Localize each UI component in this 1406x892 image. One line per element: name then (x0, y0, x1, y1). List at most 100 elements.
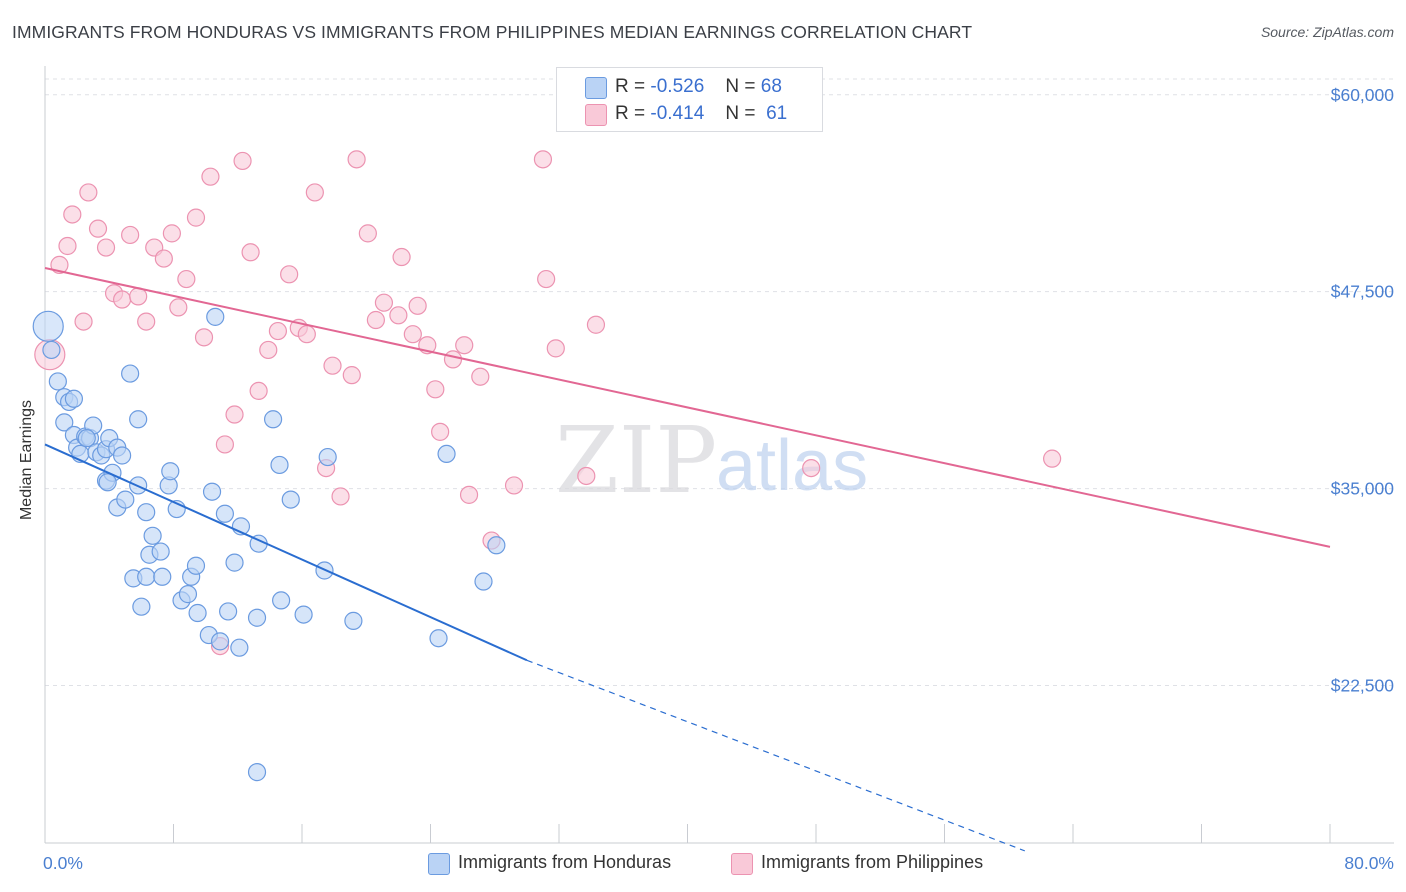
point-honduras (219, 602, 238, 621)
point-honduras (281, 490, 300, 509)
point-honduras (55, 413, 74, 432)
legend-n-philippines: 61 (766, 103, 788, 124)
point-philippines (392, 247, 411, 267)
y-axis-label: Median Earnings (18, 400, 35, 520)
point-honduras (121, 364, 140, 383)
point-honduras (42, 340, 61, 360)
point-honduras (32, 310, 64, 342)
point-philippines (121, 225, 140, 245)
point-honduras (143, 526, 162, 545)
point-philippines (225, 405, 244, 424)
y-tick-label: $60,000 (1331, 85, 1395, 105)
point-honduras (178, 585, 198, 604)
point-philippines (537, 269, 556, 289)
point-philippines (186, 208, 206, 227)
axes (44, 66, 1394, 844)
legend-n-label: N = (725, 76, 756, 97)
point-honduras (202, 482, 222, 501)
bottom-legend-label-philippines: Immigrants from Philippines (761, 852, 984, 872)
point-philippines (63, 205, 82, 224)
point-honduras (151, 542, 170, 561)
point-philippines (96, 238, 116, 257)
point-philippines (408, 296, 427, 315)
point-philippines (389, 306, 408, 325)
gridlines (45, 78, 1394, 686)
point-honduras (294, 605, 313, 624)
point-philippines (471, 367, 490, 386)
point-honduras (206, 307, 225, 326)
point-philippines (459, 485, 479, 504)
legend-r-label: R = (615, 76, 646, 97)
point-philippines (533, 150, 553, 169)
point-philippines (280, 265, 299, 284)
point-honduras (132, 597, 151, 616)
point-honduras (247, 763, 267, 782)
point-honduras (225, 553, 244, 572)
point-honduras (344, 611, 363, 630)
point-philippines (74, 312, 93, 331)
point-philippines (201, 167, 220, 186)
point-philippines (342, 366, 361, 385)
point-honduras (487, 536, 506, 555)
bottom-swatch-philippines (731, 853, 753, 875)
point-honduras (64, 389, 84, 408)
chart-title: IMMIGRANTS FROM HONDURAS VS IMMIGRANTS F… (12, 22, 973, 42)
point-philippines (366, 310, 385, 330)
point-philippines (1043, 449, 1062, 468)
trend-line-honduras-extrapolated (526, 659, 1026, 852)
series-honduras-points (32, 307, 506, 782)
x-tick-min: 0.0% (43, 853, 83, 873)
point-philippines (88, 219, 108, 238)
point-philippines (169, 298, 188, 317)
point-honduras (98, 473, 117, 492)
y-tick-labels: $22,500 $35,000 $47,500 $60,000 (1331, 85, 1395, 696)
point-philippines (162, 224, 181, 243)
point-philippines (431, 422, 450, 441)
point-honduras (129, 410, 148, 429)
point-honduras (188, 603, 207, 623)
trend-line-philippines (44, 267, 1331, 548)
point-honduras (77, 429, 96, 448)
stats-legend: R = -0.526 N = 68 R = -0.414 N = 61 (556, 67, 823, 132)
point-honduras (137, 567, 156, 586)
point-philippines (504, 476, 524, 495)
x-tick-max: 80.0% (1344, 853, 1394, 873)
point-philippines (79, 183, 98, 202)
y-tick-label: $47,500 (1331, 282, 1395, 302)
point-honduras (270, 455, 289, 475)
point-honduras (230, 638, 249, 657)
point-philippines (443, 350, 463, 369)
point-philippines (215, 435, 234, 454)
point-philippines (358, 224, 377, 243)
point-philippines (323, 356, 342, 375)
point-honduras (263, 410, 283, 429)
point-philippines (177, 269, 196, 289)
point-philippines (259, 340, 278, 360)
bottom-legend-label-honduras: Immigrants from Honduras (458, 852, 672, 872)
point-philippines (546, 339, 565, 358)
point-philippines (194, 328, 214, 347)
y-tick-label: $35,000 (1331, 479, 1395, 499)
point-honduras (112, 446, 132, 465)
point-philippines (233, 151, 252, 171)
trend-lines (44, 267, 1331, 852)
point-honduras (318, 447, 337, 467)
point-honduras (137, 503, 156, 522)
point-honduras (153, 567, 172, 586)
legend-n-honduras: 68 (760, 76, 782, 97)
point-philippines (297, 325, 316, 344)
legend-r-label: R = (615, 103, 646, 124)
point-philippines (586, 315, 606, 334)
point-honduras (161, 462, 180, 481)
point-philippines (305, 183, 324, 202)
legend-n-label: N = (725, 103, 756, 124)
legend-swatch-honduras (585, 77, 607, 99)
legend-r-philippines: -0.414 (650, 103, 705, 124)
point-philippines (112, 290, 132, 309)
legend-r-honduras: -0.526 (650, 76, 705, 97)
point-philippines (426, 380, 445, 399)
point-philippines (58, 236, 77, 256)
watermark-atlas: atlas (716, 426, 868, 506)
point-philippines (577, 466, 596, 486)
